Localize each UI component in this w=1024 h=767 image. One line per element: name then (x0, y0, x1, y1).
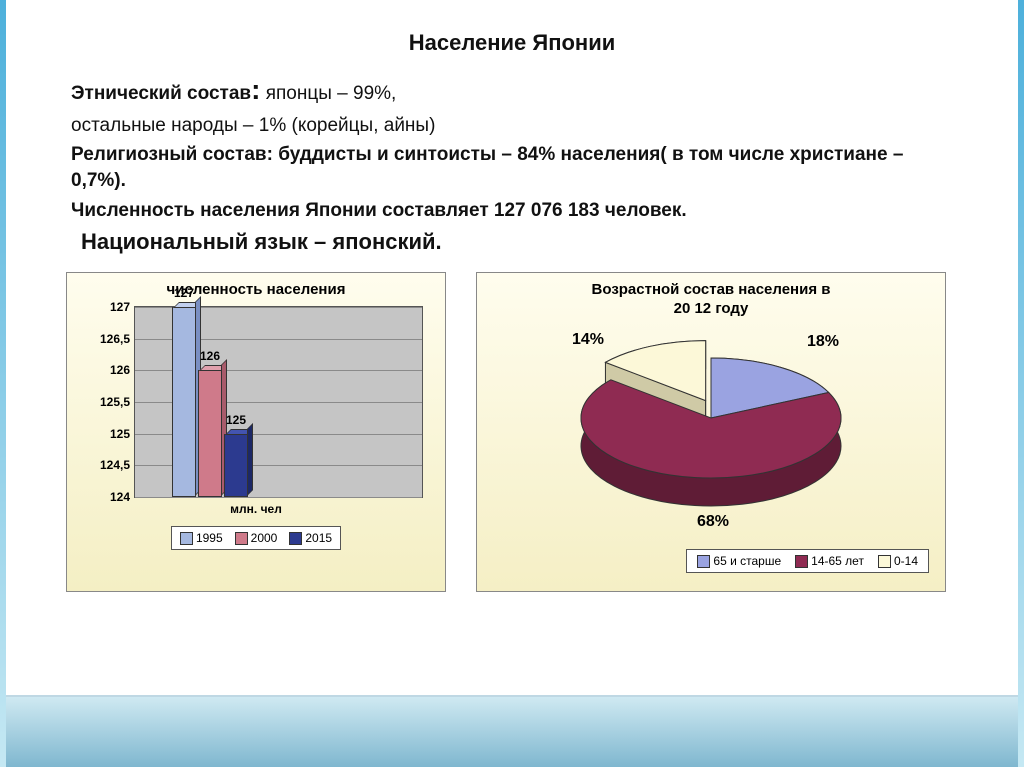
legend-swatch (289, 532, 302, 545)
bar-gridline (135, 497, 422, 498)
pie-legend-item: 14-65 лет (795, 554, 864, 568)
bar: 126 (198, 370, 222, 497)
bar: 125 (224, 434, 248, 497)
bar-chart-panel: численность населения 124124,5125125,512… (66, 272, 446, 592)
bar-plot-area: 124124,5125125,5126126,5127127126125 (134, 306, 423, 498)
religion-line: Религиозный состав: буддисты и синтоисты… (71, 142, 953, 193)
sea-background (6, 695, 1018, 767)
bar-ytick: 124 (82, 490, 135, 504)
pie-legend-item: 0-14 (878, 554, 918, 568)
pie-title-line1: Возрастной состав населения в (592, 281, 831, 298)
ethnic-line-1: Этнический состав: японцы – 99%, (71, 71, 953, 109)
ethnic-label: Этнический состав (71, 83, 251, 104)
bar-legend-item: 1995 (180, 531, 223, 545)
pie-label-65plus: 18% (807, 333, 839, 351)
pie-title-line2: 20 12 году (674, 300, 749, 317)
bar-ytick: 124,5 (82, 458, 135, 472)
pie-chart-title: Возрастной состав населения в 20 12 году (487, 281, 935, 319)
slide-title: Население Японии (51, 30, 973, 56)
bar: 127 (172, 307, 196, 497)
pie-label-0-14: 14% (572, 331, 604, 349)
pie-chart-panel: Возрастной состав населения в 20 12 году… (476, 272, 946, 592)
bar-ytick: 126 (82, 363, 135, 377)
legend-swatch (697, 555, 710, 568)
pie-legend-item: 65 и старше (697, 554, 781, 568)
ethnic-line-2: остальные народы – 1% (корейцы, айны) (71, 113, 953, 139)
charts-row: численность населения 124124,5125125,512… (66, 272, 958, 592)
ethnic-rest: японцы – 99%, (260, 83, 396, 104)
legend-swatch (180, 532, 193, 545)
bar-ytick: 127 (82, 300, 135, 314)
bar-legend-item: 2015 (289, 531, 332, 545)
bar-ytick: 126,5 (82, 332, 135, 346)
bar-ytick: 125 (82, 427, 135, 441)
legend-swatch (795, 555, 808, 568)
bar-x-label: млн. чел (79, 502, 433, 516)
language-line: Национальный язык – японский. (81, 227, 953, 257)
bar-legend-item: 2000 (235, 531, 278, 545)
bar-chart-title: численность населения (73, 281, 439, 298)
bar-value-label: 125 (226, 413, 246, 427)
bar-chart-legend: 1995 2000 2015 (171, 526, 341, 550)
legend-swatch (235, 532, 248, 545)
population-total-line: Численность населения Японии составляет … (71, 198, 953, 224)
pie-chart-legend: 65 и старше 14-65 лет 0-14 (686, 549, 929, 573)
bar-plot-wrap: 124 124,5 125 125,5 126 126,5 127127126125 млн… (79, 306, 433, 516)
bar-value-label: 126 (200, 349, 220, 363)
bar-ytick: 125,5 (82, 395, 135, 409)
bar-group: 127126125 (150, 307, 270, 497)
pie-area: 18% 68% 14% (487, 323, 935, 543)
pie-label-14-65: 68% (697, 513, 729, 531)
slide-content: Население Японии Этнический состав: япон… (41, 10, 983, 667)
legend-swatch (878, 555, 891, 568)
bar-value-label: 127 (174, 286, 194, 300)
page-frame: Население Японии Этнический состав: япон… (0, 0, 1024, 767)
pie-svg (531, 323, 891, 533)
